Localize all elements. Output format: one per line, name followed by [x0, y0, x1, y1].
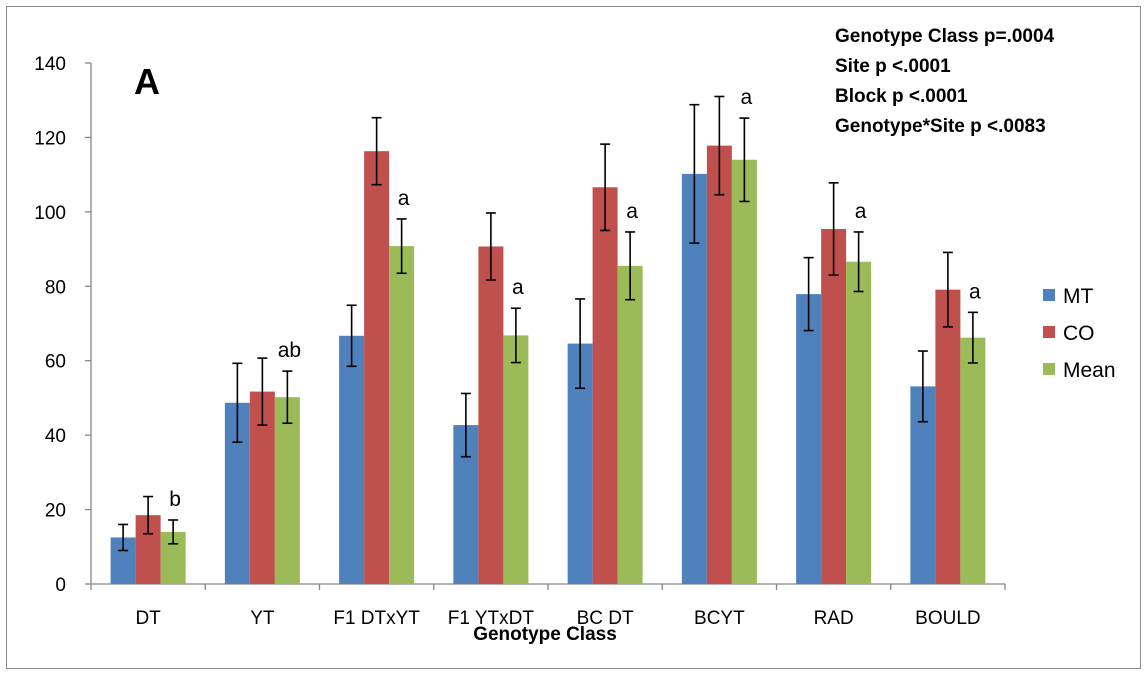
bar: [960, 337, 986, 584]
chart-frame: [6, 6, 1141, 669]
x-tick-label: BOULD: [915, 608, 980, 629]
legend-label: MT: [1063, 285, 1093, 308]
x-tick-label: DT: [135, 608, 161, 629]
significance-letter: a: [626, 200, 638, 223]
x-tick-label: YT: [250, 608, 275, 629]
bar: [731, 159, 757, 584]
y-tick-label: 60: [45, 352, 66, 373]
bar: [706, 145, 732, 584]
stats-annotation: Block p <.0001: [835, 86, 968, 107]
bar: [592, 187, 618, 584]
legend-swatch: [1043, 363, 1055, 375]
significance-letter: b: [169, 488, 181, 511]
significance-letters: b ab a a a a a a: [169, 86, 981, 511]
bar: [389, 246, 415, 584]
bar: [846, 261, 872, 584]
stats-annotation: Genotype*Site p <.0083: [835, 116, 1046, 137]
x-tick-label: F1 YTxDT: [448, 608, 535, 629]
bar: [796, 294, 822, 584]
stats-annotation: Genotype Class p=.0004: [835, 26, 1055, 47]
panel-label: A: [134, 61, 160, 102]
legend-label: CO: [1063, 322, 1095, 345]
y-tick-label: 40: [45, 426, 66, 447]
y-tick-label: 20: [45, 501, 66, 522]
x-tick-label: F1 DTxYT: [333, 608, 420, 629]
significance-letter: a: [741, 86, 753, 109]
x-tick-label: BCYT: [694, 608, 745, 629]
stats-annotation: Site p <.0001: [835, 56, 951, 77]
significance-letter: ab: [278, 339, 301, 362]
bar: [617, 265, 643, 584]
y-tick-label: 100: [34, 203, 66, 224]
bar: [364, 151, 390, 584]
bar: [935, 289, 961, 584]
x-tick-label: BC DT: [577, 608, 634, 629]
bar: [478, 246, 504, 584]
bar: [274, 397, 300, 584]
significance-letter: a: [969, 280, 981, 303]
bars: [110, 145, 986, 585]
y-tick-label: 120: [34, 128, 66, 149]
bar: [503, 335, 529, 584]
legend-swatch: [1043, 326, 1055, 338]
significance-letter: a: [398, 187, 410, 210]
y-tick-label: 140: [34, 54, 66, 75]
significance-letter: a: [512, 276, 524, 299]
legend: MT CO Mean: [1043, 285, 1116, 382]
axes: 0 20 40 60 80 100 120 140 DT YT F1 DTxYT F1 YTxDT BC…: [34, 54, 1006, 629]
error-bars: [118, 95, 978, 552]
bar: [821, 228, 847, 584]
x-tick-label: RAD: [814, 608, 854, 629]
legend-swatch: [1043, 289, 1055, 301]
y-tick-label: 0: [55, 575, 66, 596]
stats-annotations: Genotype Class p=.0004 Site p <.0001 Block…: [835, 26, 1055, 137]
x-axis-title: Genotype Class: [473, 624, 617, 645]
bar: [339, 335, 365, 584]
significance-letter: a: [855, 200, 867, 223]
y-tick-label: 80: [45, 277, 66, 298]
legend-label: Mean: [1063, 359, 1116, 382]
